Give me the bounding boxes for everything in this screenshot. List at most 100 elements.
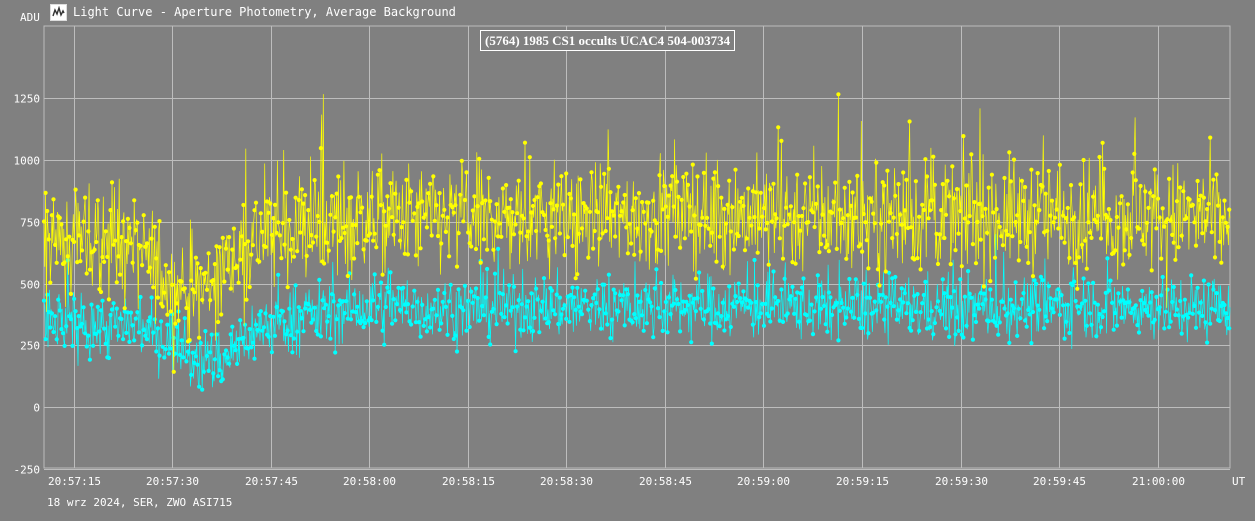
comparison-data-point xyxy=(1111,327,1116,332)
target-data-point xyxy=(1048,213,1053,218)
comparison-data-point xyxy=(905,301,911,306)
target-data-point xyxy=(179,279,184,284)
comparison-data-point xyxy=(475,296,480,301)
comparison-data-point xyxy=(154,349,159,354)
comparison-data-point xyxy=(1173,312,1178,318)
x-tick-label: 20:58:45 xyxy=(639,475,692,488)
comparison-data-point xyxy=(845,306,851,311)
comparison-data-point xyxy=(315,332,320,337)
target-data-point xyxy=(135,220,140,225)
target-data-point xyxy=(274,230,279,235)
comparison-data-point xyxy=(1192,303,1197,308)
target-data-point xyxy=(662,183,667,189)
target-data-point xyxy=(681,174,686,180)
target-data-point xyxy=(394,219,399,224)
target-data-point xyxy=(1184,215,1189,221)
target-data-point xyxy=(576,231,581,236)
comparison-data-point xyxy=(132,338,137,343)
comparison-data-point xyxy=(983,297,988,302)
target-data-point xyxy=(1100,140,1105,145)
target-data-point xyxy=(447,254,452,259)
comparison-data-point xyxy=(966,269,971,274)
target-data-point xyxy=(1011,157,1017,162)
light-curve-app-icon[interactable] xyxy=(50,3,67,21)
target-data-point xyxy=(912,257,917,262)
target-data-point xyxy=(815,184,820,189)
target-data-point xyxy=(684,171,689,176)
target-data-point xyxy=(1116,225,1121,230)
target-data-point xyxy=(1141,242,1146,247)
target-data-point xyxy=(692,213,697,218)
comparison-data-point xyxy=(771,269,776,274)
target-data-point xyxy=(386,206,392,211)
comparison-data-point xyxy=(1043,314,1048,319)
target-data-point xyxy=(152,224,157,229)
target-data-point xyxy=(1054,207,1059,212)
comparison-data-point xyxy=(54,337,59,342)
target-data-point xyxy=(570,243,575,248)
comparison-data-point xyxy=(731,304,737,309)
comparison-data-point xyxy=(109,307,115,312)
comparison-data-point xyxy=(904,311,909,316)
comparison-data-point xyxy=(57,308,62,313)
target-data-point xyxy=(364,238,369,243)
target-data-point xyxy=(793,261,798,266)
target-data-point xyxy=(477,156,482,161)
target-data-point xyxy=(78,259,83,264)
target-data-point xyxy=(486,175,491,180)
target-data-point xyxy=(1168,218,1173,223)
target-data-point xyxy=(541,212,547,218)
comparison-data-point xyxy=(894,317,900,322)
comparison-data-point xyxy=(518,327,523,332)
target-data-point xyxy=(516,178,521,183)
comparison-data-point xyxy=(195,362,200,367)
target-data-point xyxy=(614,201,619,206)
target-data-point xyxy=(1081,157,1086,163)
comparison-data-point xyxy=(491,306,496,312)
comparison-data-point xyxy=(709,341,714,346)
target-data-point xyxy=(780,256,786,261)
target-data-point xyxy=(102,259,107,264)
target-data-point xyxy=(1220,215,1225,220)
target-data-point xyxy=(557,231,563,236)
comparison-data-point xyxy=(879,299,884,304)
comparison-data-point xyxy=(589,303,594,308)
target-data-point xyxy=(227,235,232,240)
target-data-point xyxy=(940,182,945,187)
comparison-data-point xyxy=(1072,279,1077,284)
comparison-data-point xyxy=(964,323,969,328)
comparison-data-point xyxy=(560,306,566,311)
comparison-data-point xyxy=(969,295,974,300)
target-data-point xyxy=(904,177,909,182)
target-data-point xyxy=(657,173,662,178)
comparison-data-point xyxy=(871,310,876,315)
target-data-point xyxy=(600,231,605,236)
comparison-data-point xyxy=(951,289,957,294)
target-data-point xyxy=(130,260,135,265)
target-data-point xyxy=(920,202,925,207)
target-data-point xyxy=(964,183,969,188)
target-data-point xyxy=(1089,235,1094,240)
target-data-point xyxy=(711,176,716,181)
target-data-point xyxy=(62,260,67,265)
target-data-point xyxy=(738,199,743,204)
comparison-data-point xyxy=(1076,310,1081,315)
target-data-point xyxy=(238,257,243,262)
comparison-data-point xyxy=(144,337,149,342)
target-data-point xyxy=(579,226,585,231)
comparison-data-point xyxy=(437,327,442,332)
comparison-data-point xyxy=(269,350,274,355)
comparison-data-point xyxy=(625,292,631,297)
target-data-point xyxy=(602,171,607,176)
target-data-point xyxy=(109,180,115,185)
target-data-point xyxy=(333,215,338,220)
comparison-data-point xyxy=(1141,301,1146,306)
target-data-point xyxy=(534,228,539,234)
target-data-point xyxy=(211,278,216,283)
target-data-point xyxy=(1178,185,1183,190)
comparison-data-point xyxy=(1105,256,1110,261)
target-data-point xyxy=(790,260,795,265)
target-data-point xyxy=(763,227,768,232)
comparison-data-point xyxy=(768,319,773,324)
target-data-point xyxy=(1216,203,1221,208)
